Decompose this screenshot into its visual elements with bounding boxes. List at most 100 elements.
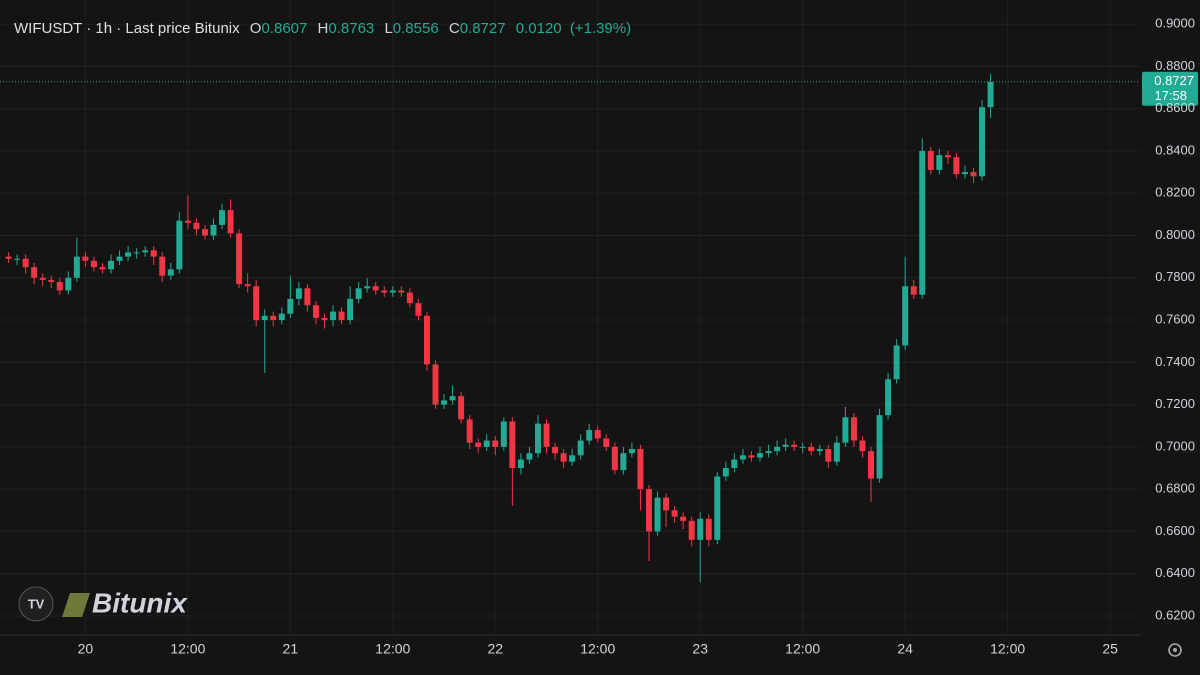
x-tick-label: 12:00: [990, 641, 1025, 657]
settings-icon: [1168, 643, 1182, 657]
candle-body: [5, 256, 12, 259]
candle-body: [133, 252, 140, 254]
y-tick-label: 0.7800: [1155, 269, 1195, 284]
y-tick-label: 0.8400: [1155, 142, 1195, 157]
legend: WIFUSDT · 1h · Last price Bitunix O0.860…: [14, 20, 631, 37]
candle-body: [330, 311, 337, 321]
candle-body: [398, 290, 405, 293]
gear-center: [1173, 648, 1177, 652]
candle-body: [552, 446, 559, 454]
candle-body: [449, 396, 456, 401]
candle-body: [731, 459, 738, 469]
candle-body: [278, 313, 285, 321]
candle-body: [953, 157, 960, 175]
candle-body: [842, 417, 849, 443]
candle-body: [961, 172, 968, 175]
candle-body: [611, 446, 618, 471]
candle-body: [295, 288, 302, 299]
y-tick-label: 0.6200: [1155, 607, 1195, 622]
candle-body: [475, 442, 482, 447]
candle-body: [253, 286, 260, 321]
open-value: 0.8607: [261, 20, 307, 37]
candle-body: [680, 516, 687, 521]
bitunix-icon: [62, 593, 90, 617]
candle-body: [688, 520, 695, 540]
candle-body: [774, 446, 781, 452]
candle-body: [441, 400, 448, 405]
close-value: 0.8727: [460, 20, 506, 37]
change: 0.0120: [516, 20, 562, 37]
candle-body: [22, 258, 29, 268]
low-value: 0.8556: [393, 20, 439, 37]
x-tick-label: 12:00: [170, 641, 205, 657]
candle-body: [321, 317, 328, 321]
candle-body: [526, 453, 533, 460]
y-tick-label: 0.8200: [1155, 185, 1195, 200]
candle-body: [654, 497, 661, 532]
candle-body: [193, 222, 200, 230]
candle-body: [808, 446, 815, 452]
candle-body: [714, 476, 721, 540]
candle-body: [355, 288, 362, 299]
o-label: O: [250, 20, 262, 37]
candle-body: [705, 518, 712, 540]
candle-body: [201, 229, 208, 236]
candle-body: [210, 224, 217, 236]
y-tick-label: 0.8600: [1155, 100, 1195, 115]
candle-body: [893, 345, 900, 380]
candle-body: [748, 455, 755, 458]
candle-body: [338, 311, 345, 321]
x-tick-label: 12:00: [375, 641, 410, 657]
candle-body: [415, 303, 422, 316]
c-label: C: [449, 20, 460, 37]
candle-body: [560, 453, 567, 462]
last-price-label: 0.8727: [1154, 73, 1194, 88]
candle-body: [31, 267, 38, 278]
candle-body: [48, 279, 55, 282]
y-tick-label: 0.9000: [1155, 16, 1195, 31]
y-tick-label: 0.6800: [1155, 481, 1195, 496]
candle-body: [927, 150, 934, 170]
candles: [5, 74, 994, 583]
candle-body: [82, 256, 89, 261]
candle-body: [979, 107, 986, 177]
candle-body: [184, 220, 191, 223]
candle-body: [167, 269, 174, 276]
candle-body: [628, 448, 635, 454]
candle-body: [722, 468, 729, 477]
candle-body: [816, 448, 823, 452]
candle-body: [458, 396, 465, 420]
gear: [1168, 643, 1182, 657]
candle-body: [364, 286, 371, 289]
candle-body: [594, 429, 601, 439]
candle-body: [65, 277, 72, 291]
candle-body: [671, 510, 678, 517]
x-tick-label: 23: [692, 641, 708, 657]
tv-logo: [18, 586, 54, 622]
brand-text: Bitunix: [92, 587, 188, 618]
candle-body: [150, 250, 157, 257]
candle-body: [389, 290, 396, 293]
l-label: L: [384, 20, 392, 37]
x-tick-label: 12:00: [785, 641, 820, 657]
candle-body: [987, 81, 994, 108]
candle-body: [569, 455, 576, 462]
candle-body: [372, 286, 379, 291]
candle-body: [56, 281, 63, 291]
candle-body: [90, 260, 97, 268]
candle-body: [603, 438, 610, 447]
x-tick-label: 22: [487, 641, 503, 657]
candle-body: [39, 277, 46, 280]
candle-body: [876, 415, 883, 479]
y-tick-label: 0.6400: [1155, 565, 1195, 580]
candle-body: [586, 429, 593, 441]
candle-body: [543, 423, 550, 447]
candle-body: [500, 421, 507, 447]
candle-body: [261, 315, 268, 321]
countdown-label: 17:58: [1154, 88, 1187, 103]
candle-body: [14, 258, 21, 260]
candle-body: [868, 451, 874, 479]
candle-body: [287, 298, 294, 314]
y-tick-label: 0.8800: [1155, 58, 1195, 73]
